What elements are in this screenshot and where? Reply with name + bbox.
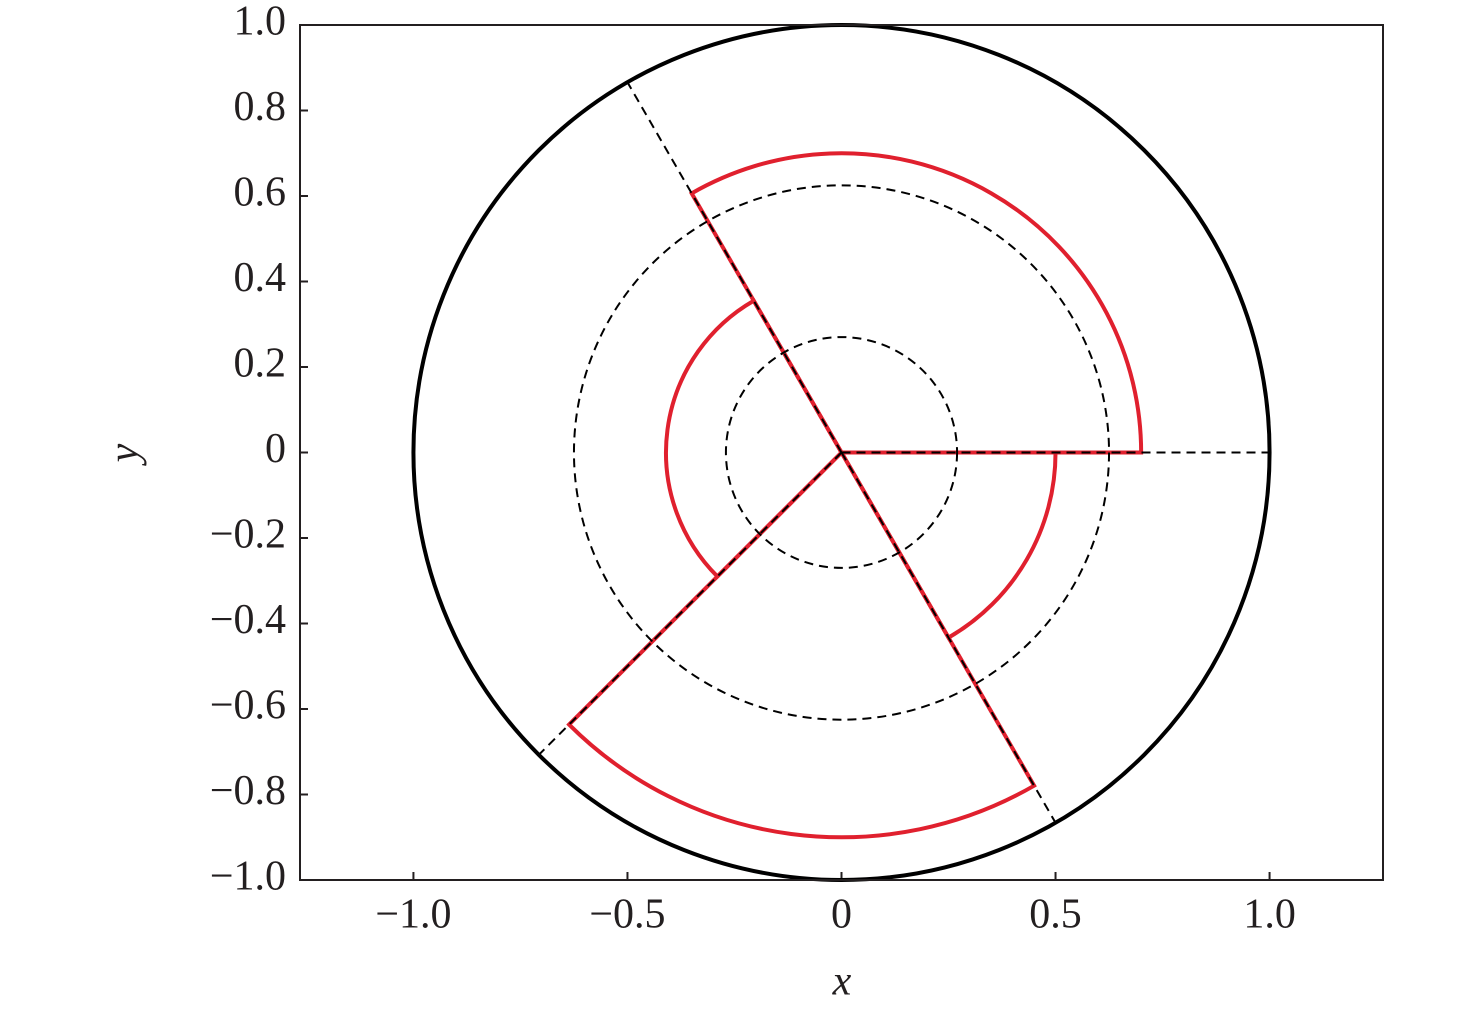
y-tick-label: −1.0 (210, 854, 286, 900)
dashed-ray (538, 451, 843, 756)
sector (688, 151, 1144, 455)
dashed-ray (840, 451, 1057, 824)
y-tick-label: 0.2 (234, 341, 287, 387)
y-tick-label: 0.4 (234, 255, 287, 301)
x-tick-label: −0.5 (589, 892, 665, 938)
y-tick-label: 0.6 (234, 170, 287, 216)
x-tick-label: 1.0 (1243, 892, 1296, 938)
y-tick-label: −0.2 (210, 512, 286, 558)
y-tick-label: 1.0 (234, 0, 287, 45)
sector (664, 297, 845, 580)
y-tick-label: 0.8 (234, 84, 287, 130)
x-tick-label: −1.0 (375, 892, 451, 938)
plot-frame (299, 24, 1384, 881)
x-axis-label: x (832, 959, 852, 1005)
x-tick-label: 0.5 (1029, 892, 1082, 938)
y-tick-label: −0.4 (210, 597, 286, 643)
x-tick-label: 0 (831, 892, 852, 938)
sector (838, 450, 1058, 641)
dashed-circle (724, 336, 959, 569)
y-tick-label: −0.8 (210, 768, 286, 814)
dashed-circle (572, 184, 1111, 721)
y-tick-label: 0 (265, 426, 286, 472)
y-tick-label: −0.6 (210, 683, 286, 729)
dashed-ray (626, 81, 843, 454)
sector (566, 449, 1037, 840)
y-axis-label: y (102, 443, 148, 466)
